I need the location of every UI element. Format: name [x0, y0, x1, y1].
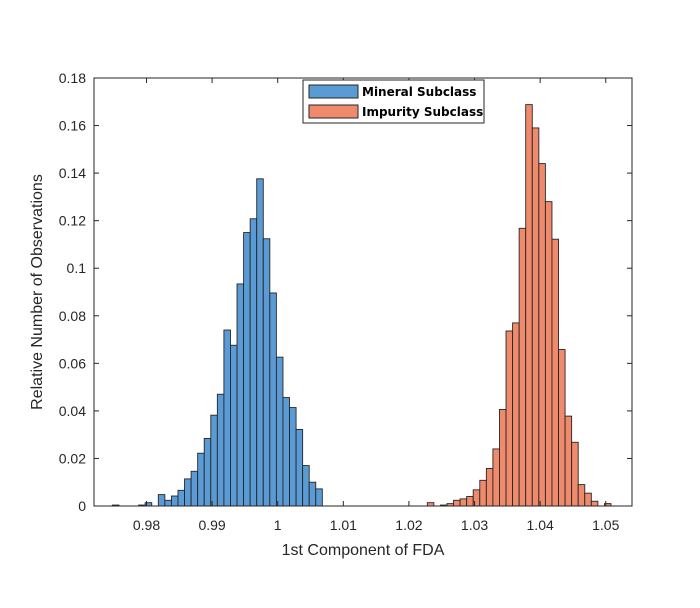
impurity-bar	[584, 492, 592, 507]
mineral-bar	[157, 494, 166, 507]
y-tick-label: 0.08	[59, 308, 86, 324]
y-tick-label: 0.18	[59, 70, 86, 86]
mineral-bar	[282, 397, 290, 507]
impurity-bar	[485, 467, 494, 507]
x-tick-label: 1.03	[461, 517, 488, 533]
x-axis-ticks: 0.98 0.99 1 1.01 1.02 1.03 1.04 1.05	[133, 78, 620, 533]
impurity-bar	[538, 163, 546, 507]
impurity-bar	[453, 499, 461, 507]
mineral-bar	[170, 495, 179, 507]
legend-label-mineral: Mineral Subclass	[362, 85, 476, 99]
mineral-bar	[315, 488, 323, 507]
bars-group	[111, 104, 612, 507]
impurity-bar	[459, 498, 468, 507]
mineral-bar	[302, 465, 310, 507]
impurity-bar	[505, 330, 514, 507]
x-tick-label: 1	[274, 517, 282, 533]
mineral-bar	[230, 344, 238, 507]
impurity-bar	[479, 479, 487, 507]
mineral-bar	[216, 393, 225, 507]
legend-swatch-impurity	[308, 104, 359, 119]
mineral-bar	[203, 438, 212, 507]
x-axis-title: 1st Component of FDA	[282, 542, 445, 559]
impurity-bar	[525, 104, 533, 507]
legend: Mineral Subclass Impurity Subclass	[302, 79, 485, 124]
impurity-bar	[577, 484, 586, 507]
impurity-bar	[571, 441, 579, 507]
mineral-bar	[223, 329, 231, 507]
x-tick-label: 0.98	[133, 517, 160, 533]
mineral-bar	[289, 407, 297, 507]
mineral-bar	[184, 478, 192, 507]
mineral-bar	[249, 218, 258, 507]
y-tick-label: 0.12	[59, 213, 86, 229]
impurity-bar	[466, 496, 474, 507]
impurity-bar	[564, 415, 573, 507]
impurity-bar	[499, 409, 507, 507]
legend-label-impurity: Impurity Subclass	[362, 105, 483, 119]
y-tick-label: 0	[78, 498, 86, 514]
mineral-bar	[295, 428, 304, 507]
y-axis-ticks: 0 0.02 0.04 0.06 0.08 0.1 0.12 0.14 0.16 0.18	[59, 70, 632, 514]
mineral-bar	[236, 283, 245, 507]
plot-frame	[93, 77, 633, 507]
mineral-bar	[256, 178, 264, 507]
mineral-bar	[190, 470, 199, 507]
y-tick-label: 0.14	[59, 165, 86, 181]
mineral-bar	[164, 499, 172, 507]
y-tick-label: 0.06	[59, 355, 86, 371]
x-tick-label: 1.05	[592, 517, 619, 533]
x-tick-label: 1.01	[330, 517, 357, 533]
mineral-bar	[275, 356, 284, 507]
impurity-bar	[512, 322, 520, 507]
mineral-bar	[262, 238, 271, 507]
impurity-bar	[531, 127, 540, 507]
mineral-bar	[269, 292, 277, 507]
impurity-bar	[544, 201, 553, 507]
impurity-bar	[551, 238, 559, 507]
x-tick-label: 1.04	[527, 517, 554, 533]
mineral-bar	[243, 232, 251, 507]
impurity-bar	[518, 227, 527, 507]
x-tick-label: 1.02	[395, 517, 422, 533]
y-tick-label: 0.04	[59, 403, 86, 419]
impurity-bar	[590, 500, 599, 507]
legend-swatch-mineral	[308, 84, 359, 99]
y-tick-label: 0.02	[59, 450, 86, 466]
y-tick-label: 0.16	[59, 118, 86, 134]
mineral-bar	[197, 452, 205, 507]
x-tick-label: 0.99	[198, 517, 225, 533]
impurity-bar	[492, 448, 500, 507]
mineral-bar	[177, 489, 185, 507]
mineral-bar	[210, 414, 218, 507]
impurity-bar	[558, 349, 566, 507]
mineral-bar	[308, 481, 317, 507]
y-axis-title: Relative Number of Observations	[29, 174, 46, 410]
y-tick-label: 0.1	[67, 260, 87, 276]
